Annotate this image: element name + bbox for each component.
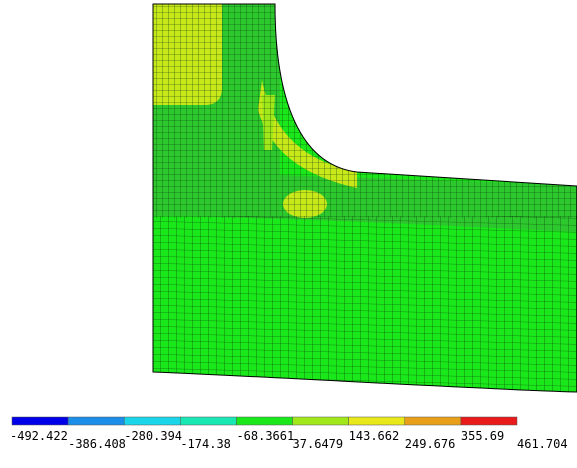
legend-band [180,416,237,426]
outline [152,3,577,393]
legend-band [67,416,125,426]
legend-band [404,416,462,426]
mesh [153,4,577,392]
legend-label: -68.3661 [236,429,294,443]
legend-label: -174.38 [180,437,231,451]
legend-label: 249.676 [405,437,456,451]
legend-label: 461.704 [517,437,568,451]
legend-label: 143.662 [349,429,400,443]
legend-label: -492.422 [10,429,68,443]
legend-label: 355.69 [461,429,504,443]
legend: -492.422-386.408-280.394-174.38-68.36613… [10,416,568,451]
legend-band [348,416,406,426]
legend-band [236,416,293,426]
legend-label: 37.6479 [293,437,344,451]
legend-band [292,416,349,426]
legend-label: -280.394 [124,429,182,443]
legend-band [123,416,181,426]
legend-band [11,416,69,426]
legend-band [460,416,518,426]
legend-label: -386.408 [68,437,126,451]
